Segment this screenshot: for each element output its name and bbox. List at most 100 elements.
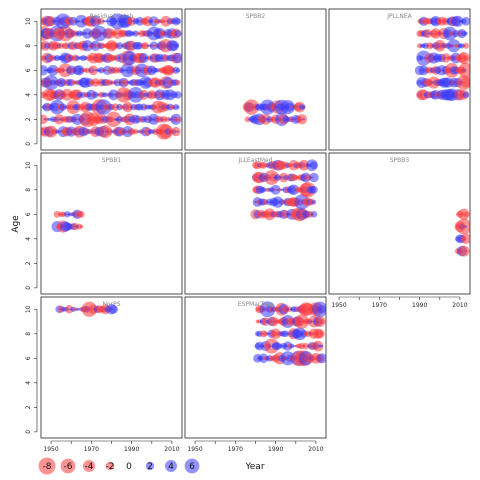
bubble [98,18,105,25]
bubble [294,314,310,329]
panel-title: Residual catch [90,13,134,20]
bubble [90,40,101,51]
bubble [176,130,180,133]
panel-title: SPBB1 [102,157,122,164]
panel-bubbles [55,301,118,317]
bubble [458,62,470,78]
bubble [271,196,284,208]
bubble [452,15,464,27]
x-tick-label: 1950 [187,446,202,453]
bubble [285,102,295,112]
y-tick-label: 6 [25,356,32,360]
bubble [64,211,71,218]
panel-bubbles [242,99,308,126]
bubble [464,249,468,253]
panel-bubbles [253,301,326,367]
bubble [94,69,97,72]
y-tick-label: 2 [25,405,32,409]
bubble [132,128,139,135]
bubble [310,161,318,170]
bubble [461,16,470,26]
x-tick-label: 1970 [372,302,387,309]
legend-bubble [184,458,200,474]
bubble [315,329,325,339]
panel-residual-catch: Residual catch [40,8,183,151]
x-tick-label: 1970 [84,446,99,453]
panel-frame [40,8,183,151]
y-tick-label: 2 [25,117,32,121]
bubble [288,184,300,196]
bubble [270,328,281,340]
bubble [175,68,181,73]
y-tick-label: 4 [25,381,32,385]
bubble [289,343,295,349]
panel-bubbles [414,15,470,102]
bubble [175,116,181,123]
panel-frame [328,8,471,151]
x-tick-label: 2010 [164,446,179,453]
panel-frame [184,152,327,295]
bubble [320,344,324,348]
bubble [108,89,119,101]
bubble [75,307,79,311]
panel-title: NorPS [102,301,120,308]
legend-bubble [83,460,95,472]
legend-label: 2 [147,462,153,472]
bubble [47,117,51,121]
bubble [172,103,180,111]
panel-title: SPBB3 [390,157,410,164]
legend-label: 0 [126,462,132,472]
bubble [319,318,325,325]
bubble [98,125,112,139]
x-tick-label: 1990 [268,446,283,453]
panel-title: ESPMarTrap [238,301,273,308]
bubble [128,128,136,136]
bubble [292,344,295,348]
x-axis-title: Year [244,462,264,472]
y-tick-label: 4 [25,93,32,97]
y-tick-label: 6 [25,68,32,72]
panel-frame [40,296,183,439]
bubble [296,114,308,125]
panel-frame [184,8,327,151]
bubble [77,210,85,218]
bubble [176,105,180,109]
panel-bubbles [250,159,319,222]
y-tick-label: 4 [25,237,32,241]
bubble [302,118,306,121]
axes-layer: 0 2 4 6 8 10 0 2 4 6 8 10 0 2 4 6 8 10 1950 1970 1990 2010 195… [25,17,468,453]
bubble [464,31,468,36]
panel-norps: NorPS [40,296,183,439]
bubble [102,20,105,23]
y-tick-label: 10 [25,161,32,169]
x-tick-label: 1950 [331,302,346,309]
bubble [258,353,269,364]
x-tick-label: 1990 [412,302,427,309]
legend-label: -4 [85,462,94,472]
bubble [176,44,180,47]
bubble [160,115,168,123]
bubble [162,76,174,89]
y-tick-label: 8 [25,44,32,48]
legend: -8 -6 -4 -2 0 2 4 6 [38,457,200,475]
bubble [174,29,182,38]
panel-title: JLLEastMed [237,157,272,164]
bubble [91,25,108,42]
y-tick-label: 0 [25,142,32,146]
legend-label: 6 [189,462,195,472]
x-tick-label: 1970 [228,446,243,453]
bubble [74,55,80,61]
bubble [49,99,65,115]
x-tick-label: 1990 [124,446,139,453]
panel-spbb1: SPBB1 [40,152,183,295]
legend-bubble [60,458,76,474]
panel-spbb3: SPBB3 [328,152,471,295]
panel-frame [40,152,183,295]
bubble [102,92,109,98]
bubble [244,116,251,123]
legend-label: -2 [106,462,115,472]
panel-bubbles [454,208,470,257]
y-tick-label: 2 [25,261,32,265]
bubble [173,43,179,49]
bubble [320,332,324,336]
